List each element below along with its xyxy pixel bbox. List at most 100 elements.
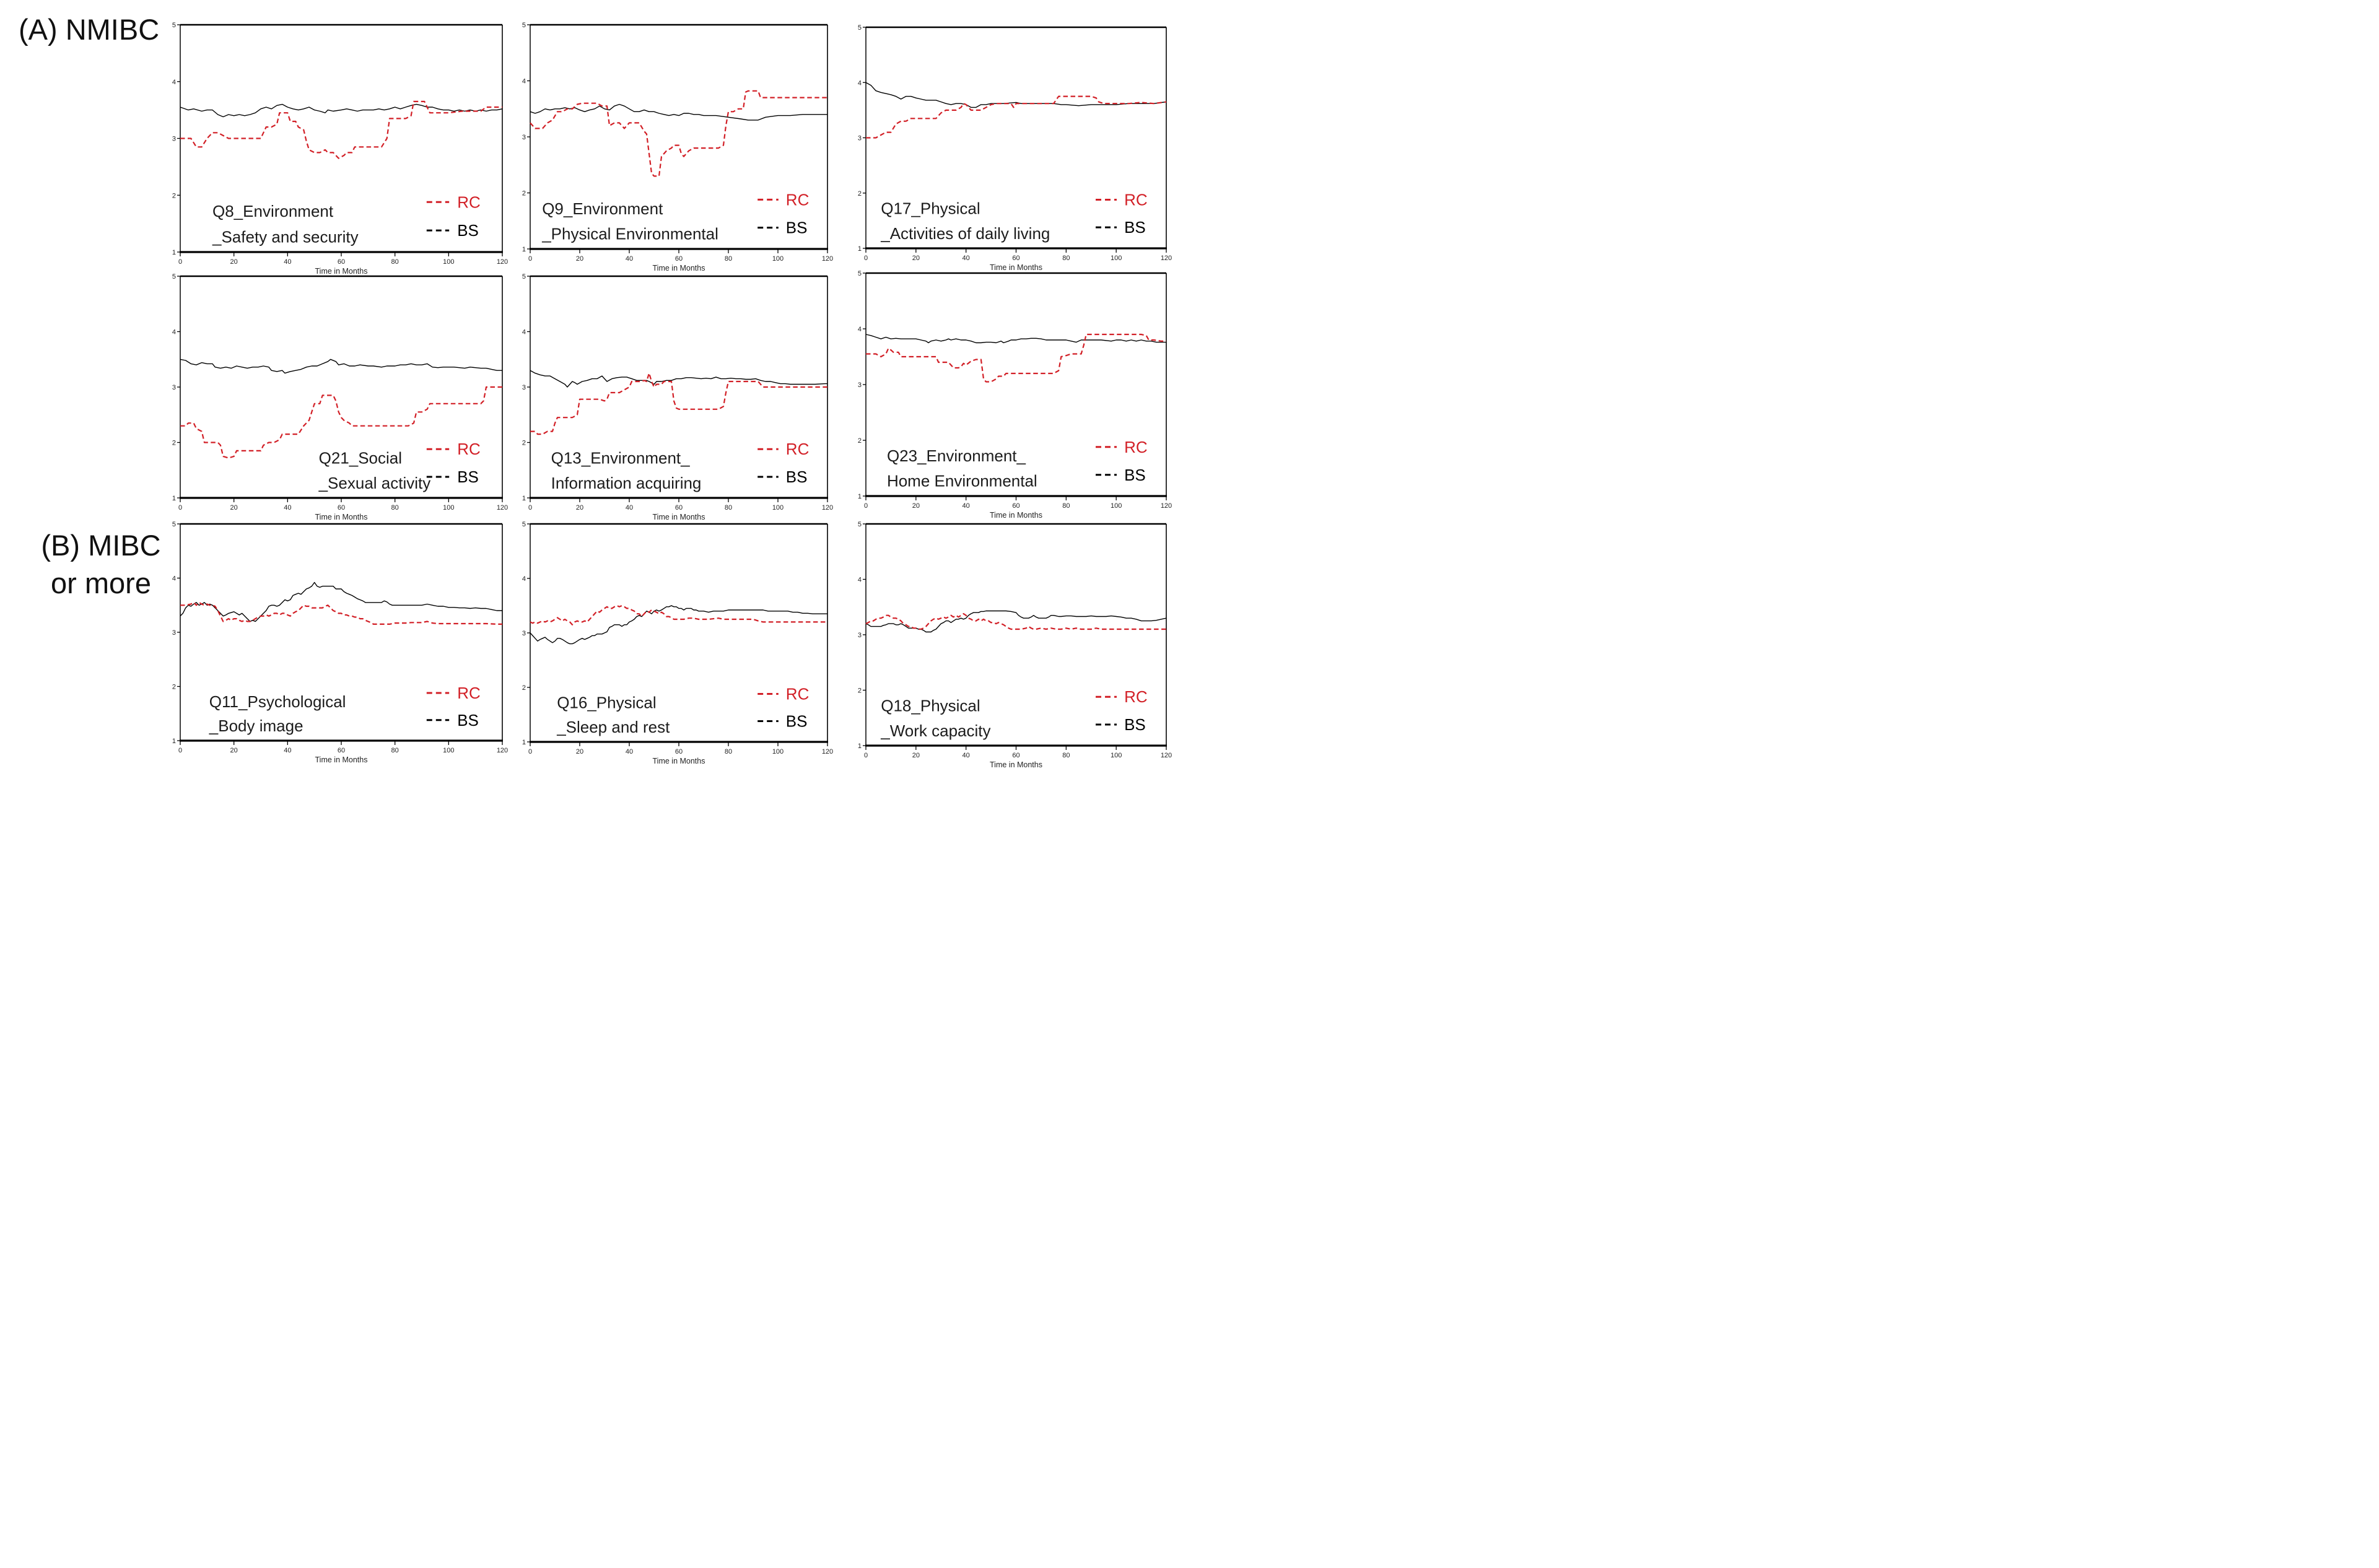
y-tick-label: 3 — [172, 136, 176, 143]
y-tick-label: 4 — [172, 575, 176, 583]
x-tick-label: 120 — [822, 504, 833, 512]
panel-title-line2: _Activities of daily living — [880, 224, 1050, 243]
y-tick-label: 1 — [522, 739, 526, 746]
x-tick-label: 60 — [1012, 752, 1019, 759]
y-tick-label: 2 — [172, 684, 176, 691]
y-tick-label: 3 — [858, 135, 862, 142]
y-tick-label: 5 — [858, 270, 862, 277]
x-tick-label: 20 — [230, 258, 238, 266]
rc-series-line — [866, 333, 1166, 383]
y-tick-label: 2 — [858, 437, 862, 445]
y-tick-label: 1 — [172, 495, 176, 502]
legend-bs-label: BS — [457, 221, 479, 240]
x-tick-label: 0 — [864, 255, 868, 262]
y-tick-label: 4 — [522, 329, 526, 336]
x-tick-label: 120 — [822, 748, 833, 756]
y-tick-label: 4 — [172, 79, 176, 86]
y-tick-label: 1 — [858, 743, 862, 750]
x-tick-label: 120 — [497, 504, 508, 512]
x-tick-label: 0 — [528, 255, 532, 263]
chart-panel-q13-information-acquiring: 1 2 3 4 5 0 20 40 60 80 100 120 Time in Months Q13_En… — [517, 270, 834, 525]
y-tick-label: 2 — [858, 190, 862, 198]
legend-bs-label: BS — [786, 219, 808, 237]
y-tick-label: 3 — [172, 629, 176, 637]
x-axis-title: Time in Months — [315, 756, 368, 764]
rc-series-line — [530, 372, 827, 435]
y-tick-label: 4 — [858, 577, 862, 584]
y-tick-label: 1 — [172, 249, 176, 256]
x-tick-label: 0 — [864, 752, 868, 759]
x-tick-label: 60 — [1012, 255, 1019, 262]
x-tick-label: 80 — [1062, 502, 1070, 510]
legend-rc-label: RC — [786, 440, 810, 458]
x-tick-label: 40 — [963, 752, 970, 759]
y-tick-label: 5 — [522, 273, 526, 281]
x-axis-title: Time in Months — [990, 511, 1042, 520]
bs-series-line — [530, 103, 827, 121]
panel-title-line1: Q8_Environment — [212, 202, 334, 220]
legend-bs-label: BS — [786, 712, 808, 731]
bs-series-line — [180, 581, 502, 622]
x-tick-label: 60 — [338, 504, 345, 512]
y-tick-label: 5 — [858, 24, 862, 32]
x-tick-label: 40 — [626, 504, 633, 512]
legend-rc-label: RC — [1124, 190, 1148, 209]
chart-panel-q21-sexual-activity: 1 2 3 4 5 0 20 40 60 80 100 120 Time in Months Q21_So… — [167, 270, 509, 525]
x-tick-label: 80 — [391, 504, 399, 512]
legend-bs-label: BS — [786, 468, 808, 486]
panel-title-line2: _Work capacity — [880, 721, 990, 740]
panel-title-line1: Q16_Physical — [557, 693, 656, 712]
rc-series-line — [530, 604, 827, 625]
y-tick-label: 2 — [858, 687, 862, 695]
panel-title-line1: Q13_Environment_ — [551, 449, 691, 468]
x-tick-label: 100 — [772, 748, 784, 756]
y-tick-label: 4 — [858, 326, 862, 333]
figure-canvas: (A) NMIBC (B) MIBC or more 1 2 3 4 5 0 20 40 60 8… — [0, 0, 1189, 784]
x-tick-label: 40 — [284, 258, 291, 266]
y-tick-label: 3 — [858, 381, 862, 389]
x-axis-title: Time in Months — [653, 757, 705, 765]
legend-bs-label: BS — [1124, 218, 1146, 237]
x-axis-title: Time in Months — [990, 263, 1042, 272]
section-b-label: (B) MIBC or more — [5, 526, 197, 602]
x-tick-label: 60 — [675, 255, 683, 263]
panel-title-line2: _Physical Environmental — [541, 225, 718, 243]
y-tick-label: 5 — [522, 521, 526, 528]
panel-title-line2: Information acquiring — [551, 474, 702, 492]
x-tick-label: 80 — [1062, 255, 1070, 262]
panel-title-line1: Q11_Psychological — [209, 692, 346, 711]
x-tick-label: 40 — [626, 748, 633, 756]
chart-panel-q16-sleep-rest: 1 2 3 4 5 0 20 40 60 80 100 120 Time in Months Q16_Ph… — [517, 518, 834, 769]
x-tick-label: 20 — [576, 504, 583, 512]
x-tick-label: 20 — [912, 255, 920, 262]
y-tick-label: 5 — [522, 22, 526, 29]
bs-series-line — [530, 370, 827, 388]
bs-series-line — [865, 610, 1167, 633]
y-tick-label: 4 — [172, 329, 176, 336]
legend-bs-label: BS — [457, 468, 479, 486]
panel-title-line2: _Sexual activity — [318, 474, 431, 492]
x-tick-label: 0 — [178, 747, 182, 754]
x-tick-label: 20 — [230, 504, 238, 512]
y-tick-label: 5 — [172, 22, 176, 29]
chart-svg-q13: 1 2 3 4 5 0 20 40 60 80 100 120 Time in Months Q13_En… — [522, 273, 833, 521]
x-tick-label: 100 — [772, 255, 784, 263]
y-tick-label: 3 — [858, 632, 862, 639]
chart-svg-q21: 1 2 3 4 5 0 20 40 60 80 100 120 Time in Months Q21_So… — [172, 273, 508, 521]
panel-title-line2: _Body image — [209, 716, 303, 735]
panel-title-line1: Q18_Physical — [881, 697, 980, 715]
x-axis-title: Time in Months — [315, 513, 368, 521]
legend-rc-label: RC — [457, 684, 481, 702]
x-tick-label: 120 — [497, 258, 508, 266]
x-tick-label: 60 — [675, 748, 683, 756]
x-tick-label: 80 — [725, 255, 732, 263]
chart-panel-q11-body-image: 1 2 3 4 5 0 20 40 60 80 100 120 Time in Months Q11_Ps… — [167, 518, 509, 768]
legend-rc-label: RC — [1124, 687, 1148, 706]
x-tick-label: 120 — [1161, 502, 1172, 510]
x-tick-label: 20 — [912, 752, 920, 759]
x-tick-label: 20 — [576, 748, 583, 756]
x-tick-label: 80 — [1062, 752, 1070, 759]
panel-title-line1: Q23_Environment_ — [887, 446, 1026, 465]
y-tick-label: 5 — [858, 521, 862, 528]
x-tick-label: 0 — [864, 502, 868, 510]
